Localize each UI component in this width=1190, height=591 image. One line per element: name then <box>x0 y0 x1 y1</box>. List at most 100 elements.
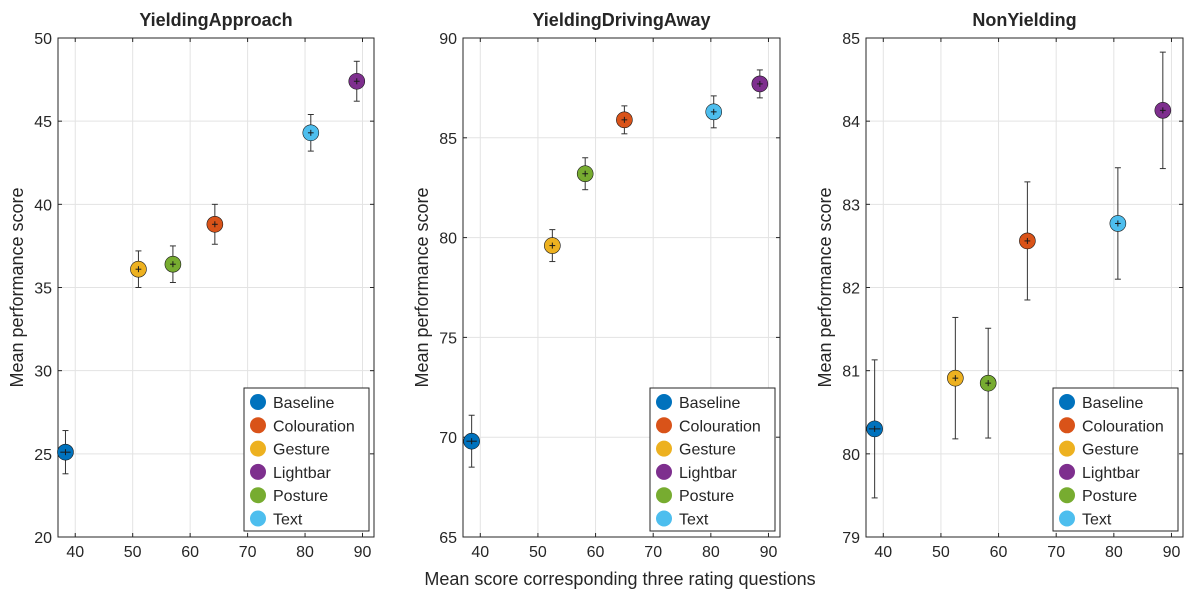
shared-x-axis-label: Mean score corresponding three rating qu… <box>424 569 815 589</box>
x-tick-label: 60 <box>587 544 605 561</box>
legend-label-colouration: Colouration <box>273 418 355 435</box>
legend-label-posture: Posture <box>679 488 734 505</box>
legend-label-posture: Posture <box>273 488 328 505</box>
legend-label-baseline: Baseline <box>679 395 740 412</box>
legend-label-gesture: Gesture <box>1082 442 1139 459</box>
x-tick-label: 40 <box>874 544 892 561</box>
y-tick-label: 20 <box>34 530 52 547</box>
y-tick-label: 82 <box>842 281 860 298</box>
x-tick-label: 80 <box>296 544 314 561</box>
legend-label-text: Text <box>679 512 709 529</box>
legend-box <box>649 387 776 532</box>
legend-label-gesture: Gesture <box>679 442 736 459</box>
y-axis-label: Mean performance score <box>7 187 27 387</box>
y-axis-label: Mean performance score <box>815 187 835 387</box>
legend-label-baseline: Baseline <box>273 395 334 412</box>
data-point-baseline <box>866 359 883 499</box>
x-tick-label: 90 <box>354 544 372 561</box>
data-point-lightbar <box>348 60 366 102</box>
legend-marker-lightbar <box>250 463 266 480</box>
legend-marker-baseline <box>250 394 266 410</box>
chart-panels: 40 50 60 70 80 90 20 25 30 35 40 45 50 YieldingApproa… <box>7 10 1184 561</box>
legend-label-gesture: Gesture <box>273 442 330 459</box>
chart-panel-1: 40 50 60 70 80 90 20 25 30 35 40 45 50 YieldingApproa… <box>7 10 375 561</box>
legend-label-text: Text <box>273 512 303 529</box>
legend-label-posture: Posture <box>1082 488 1137 505</box>
y-tick-label: 83 <box>842 197 860 214</box>
legend-marker-baseline <box>656 394 672 410</box>
legend-marker-colouration <box>656 417 672 434</box>
data-point-baseline <box>463 414 480 468</box>
x-tick-label: 60 <box>181 544 199 561</box>
x-tick-label: 80 <box>1105 544 1123 561</box>
legend-marker-text <box>656 510 672 527</box>
legend-marker-lightbar <box>656 463 672 480</box>
data-point-gesture <box>544 229 561 263</box>
x-tick-label: 60 <box>990 544 1008 561</box>
data-point-posture <box>164 245 182 284</box>
x-tick-label: 70 <box>644 544 662 561</box>
data-point-text <box>705 95 723 129</box>
y-tick-label: 30 <box>34 364 52 381</box>
legend-label-lightbar: Lightbar <box>679 465 737 482</box>
legend-box <box>1052 387 1179 532</box>
data-point-gesture <box>130 250 147 288</box>
data-point-text <box>1109 167 1127 280</box>
data-point-lightbar <box>1154 51 1172 170</box>
y-tick-label: 79 <box>842 530 860 547</box>
legend-marker-lightbar <box>1059 463 1075 480</box>
data-point-gesture <box>947 316 964 440</box>
legend-marker-gesture <box>1059 440 1075 457</box>
y-tick-label: 40 <box>34 197 52 214</box>
chart-title: NonYielding <box>972 10 1076 30</box>
data-point-baseline <box>57 430 74 475</box>
y-tick-label: 81 <box>842 364 860 381</box>
x-tick-label: 40 <box>471 544 489 561</box>
legend-label-lightbar: Lightbar <box>273 465 331 482</box>
legend-marker-colouration <box>1059 417 1075 434</box>
legend-marker-colouration <box>250 417 266 434</box>
y-tick-label: 25 <box>34 447 52 464</box>
legend-marker-gesture <box>250 440 266 457</box>
x-tick-label: 80 <box>702 544 720 561</box>
legend-marker-posture <box>1059 487 1075 504</box>
x-tick-label: 50 <box>932 544 950 561</box>
legend: Baseline Colouration Gesture Lightbar Postur… <box>243 387 370 532</box>
data-point-posture <box>979 327 997 439</box>
x-tick-label: 70 <box>239 544 257 561</box>
y-tick-label: 90 <box>439 31 457 48</box>
y-tick-label: 70 <box>439 430 457 447</box>
y-tick-label: 35 <box>34 281 52 298</box>
x-tick-label: 70 <box>1047 544 1065 561</box>
data-point-text <box>302 114 320 152</box>
legend-marker-text <box>1059 510 1075 527</box>
x-tick-label: 50 <box>124 544 142 561</box>
legend-label-colouration: Colouration <box>679 418 761 435</box>
legend-marker-baseline <box>1059 394 1075 410</box>
legend-box <box>243 387 370 532</box>
y-tick-label: 84 <box>842 114 860 131</box>
chart-panel-2: 40 50 60 70 80 90 65 70 75 80 85 90 YieldingDrivingA… <box>412 10 781 561</box>
legend-marker-gesture <box>656 440 672 457</box>
axes-box <box>462 37 781 538</box>
y-axis-label: Mean performance score <box>412 187 432 387</box>
y-tick-label: 80 <box>439 231 457 248</box>
legend: Baseline Colouration Gesture Lightbar Postur… <box>649 387 776 532</box>
chart-title: YieldingApproach <box>139 10 292 30</box>
x-tick-label: 90 <box>1163 544 1181 561</box>
y-tick-label: 85 <box>842 31 860 48</box>
legend-label-colouration: Colouration <box>1082 418 1164 435</box>
chart-panel-3: 40 50 60 70 80 90 79 80 81 82 83 84 85 NonYielding Mea… <box>815 10 1184 561</box>
y-tick-label: 50 <box>34 31 52 48</box>
y-tick-label: 45 <box>34 114 52 131</box>
x-tick-label: 90 <box>760 544 778 561</box>
legend-marker-text <box>250 510 266 527</box>
legend-label-baseline: Baseline <box>1082 395 1143 412</box>
y-tick-label: 65 <box>439 530 457 547</box>
data-point-posture <box>576 157 594 191</box>
data-point-colouration <box>206 203 224 245</box>
legend: Baseline Colouration Gesture Lightbar Postur… <box>1052 387 1179 532</box>
y-tick-label: 85 <box>439 131 457 148</box>
y-tick-label: 75 <box>439 330 457 347</box>
legend-label-lightbar: Lightbar <box>1082 465 1140 482</box>
